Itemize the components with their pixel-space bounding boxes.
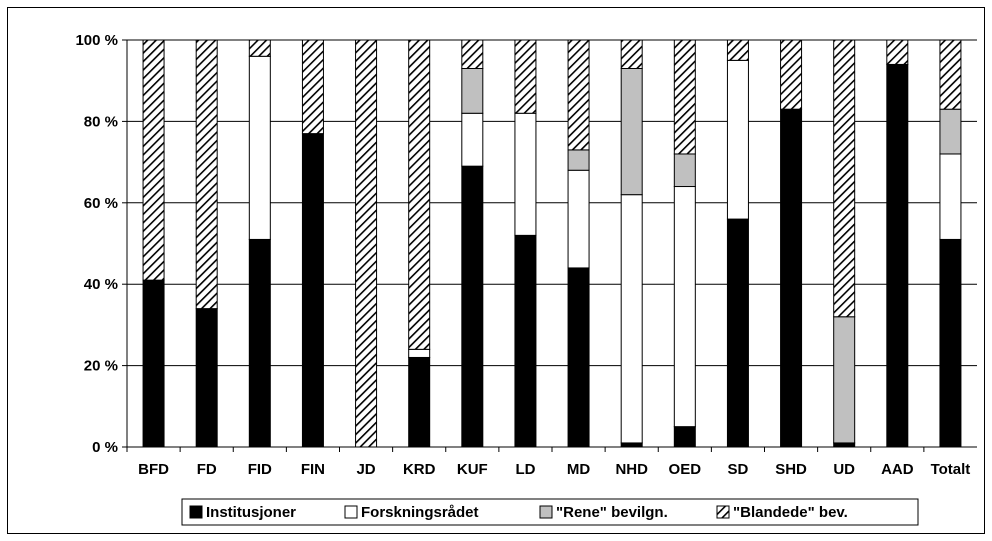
bar-segment [461,39,484,69]
bar-segment [142,279,165,448]
bar-segment [673,153,696,188]
y-tick-label: 0 % [92,439,118,456]
bar-segment [195,39,218,310]
bar-segment [939,238,962,448]
bar-segment [567,169,590,269]
bar-segment [780,39,803,110]
legend-label: Institusjoner [206,504,296,521]
bar-segment [408,348,431,358]
x-tick-label: Totalt [931,461,971,478]
x-tick-label: FIN [301,461,325,478]
y-tick-label: 100 % [75,32,118,49]
bar-segment [142,39,165,281]
bar-segment [514,39,537,114]
legend-swatch [716,505,730,519]
bar-segment [833,442,856,448]
bar-segment [567,267,590,448]
x-tick-label: SD [728,461,749,478]
bar-segment [248,55,271,240]
legend-swatch [539,505,553,519]
bar-segment [886,63,909,448]
bar-segment [461,165,484,448]
x-tick-label: AAD [881,461,914,478]
bar-segment [833,316,856,444]
bar-segment [833,39,856,318]
bar-segment [620,39,643,69]
bar-segment [673,186,696,428]
bar-segment [673,39,696,155]
bar-segment [726,218,749,448]
legend-label: "Rene" bevilgn. [556,504,668,521]
bar-segment [726,59,749,220]
bar-segment [248,39,271,57]
legend-box [181,498,919,526]
bar-segment [514,112,537,236]
x-tick-label: UD [833,461,855,478]
bar-segment [514,234,537,448]
x-tick-label: JD [356,461,375,478]
y-tick-label: 60 % [84,195,118,212]
bar-segment [195,308,218,448]
bar-segment [620,67,643,196]
x-tick-label: KRD [403,461,436,478]
x-tick-label: LD [515,461,535,478]
legend-swatch [344,505,358,519]
bar-segment [620,194,643,444]
bar-segment [620,442,643,448]
bar-segment [886,39,909,65]
bar-segment [939,39,962,110]
x-tick-label: OED [669,461,702,478]
bar-segment [301,39,324,135]
y-tick-label: 20 % [84,358,118,375]
x-tick-label: FID [248,461,272,478]
bar-segment [726,39,749,61]
bar-segment [408,356,431,448]
y-tick-label: 80 % [84,113,118,130]
x-tick-label: NHD [615,461,648,478]
bar-segment [567,149,590,171]
legend-swatch [189,505,203,519]
x-tick-label: BFD [138,461,169,478]
legend-label: "Blandede" bev. [733,504,848,521]
bar-segment [567,39,590,151]
chart-frame [7,7,985,534]
bar-segment [939,153,962,240]
bar-segment [673,426,696,448]
x-tick-label: KUF [457,461,488,478]
x-tick-label: SHD [775,461,807,478]
y-tick-label: 40 % [84,276,118,293]
bar-segment [408,39,431,350]
bar-segment [461,112,484,167]
bar-segment [780,108,803,448]
bar-segment [355,39,378,448]
bar-segment [248,238,271,448]
x-tick-label: MD [567,461,590,478]
bar-segment [461,67,484,114]
legend-label: Forskningsrådet [361,504,479,521]
x-tick-label: FD [197,461,217,478]
bar-segment [301,133,324,448]
bar-segment [939,108,962,155]
